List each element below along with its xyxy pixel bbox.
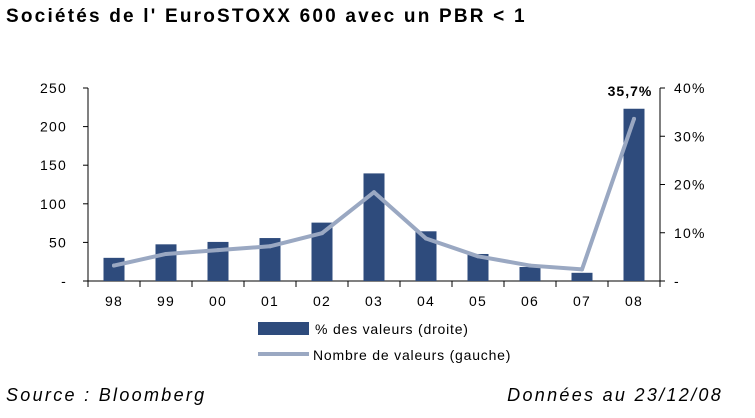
line-point [216,248,220,253]
bar [415,231,437,281]
legend-bar-swatch [258,322,309,335]
bar [467,253,489,281]
x-tick-label: 04 [417,293,435,309]
x-tick-label: 03 [365,293,383,309]
bar [519,267,541,281]
x-tick-label: 99 [157,293,175,309]
left-tick-label: - [61,273,67,289]
line-series [112,116,636,272]
line-point [268,244,272,249]
date-note: Données au 23/12/08 [507,385,723,405]
bars [103,108,645,281]
line-point [164,251,168,256]
labels: 35,7% [608,83,653,99]
x-tick-label: 98 [105,293,123,309]
left-tick-label: 150 [40,157,67,173]
line-point [632,116,636,121]
source-note: Source : Bloomberg [6,385,207,405]
legend-bar-label: % des valeurs (droite) [315,321,469,337]
line-point [320,231,324,236]
right-tick-label: 30% [674,128,706,144]
x-tick-label: 01 [261,293,279,309]
right-tick-label: - [674,273,680,289]
legend-line-label: Nombre de valeurs (gauche) [313,347,511,363]
x-tick-label: 02 [313,293,331,309]
left-tick-label: 200 [40,119,67,135]
bar [311,222,333,281]
x-tick-label: 05 [469,293,487,309]
line-point [112,263,116,268]
bar [155,244,177,281]
x-tick-label: 08 [625,293,643,309]
bar [103,257,125,281]
right-tick-label: 20% [674,177,706,193]
legend: % des valeurs (droite) Nombre de valeurs … [258,321,511,363]
line-point [424,236,428,241]
chart-title: Sociétés de l' EuroSTOXX 600 avec un PBR… [6,6,527,27]
left-tick-label: 250 [40,80,67,96]
line-point [476,254,480,259]
x-tick-label: 07 [573,293,591,309]
line-point [372,190,376,195]
bar [623,108,645,281]
right-tick-label: 40% [674,80,706,96]
left-tick-label: 50 [49,234,67,250]
bar [259,238,281,281]
left-tick-label: 100 [40,196,67,212]
x-tick-label: 06 [521,293,539,309]
right-tick-label: 10% [674,225,706,241]
axes: 250 200 150 100 50 - 40% 30% 20% 10% - 98 99 00 01 02 03… [40,80,706,309]
line-point [528,263,532,268]
bar [363,173,385,281]
bar [571,272,593,281]
chart: 250 200 150 100 50 - 40% 30% 20% 10% - 98 99 00 01 02 03… [40,80,706,363]
line-point [580,267,584,272]
data-label: 35,7% [608,83,653,99]
x-tick-label: 00 [209,293,227,309]
